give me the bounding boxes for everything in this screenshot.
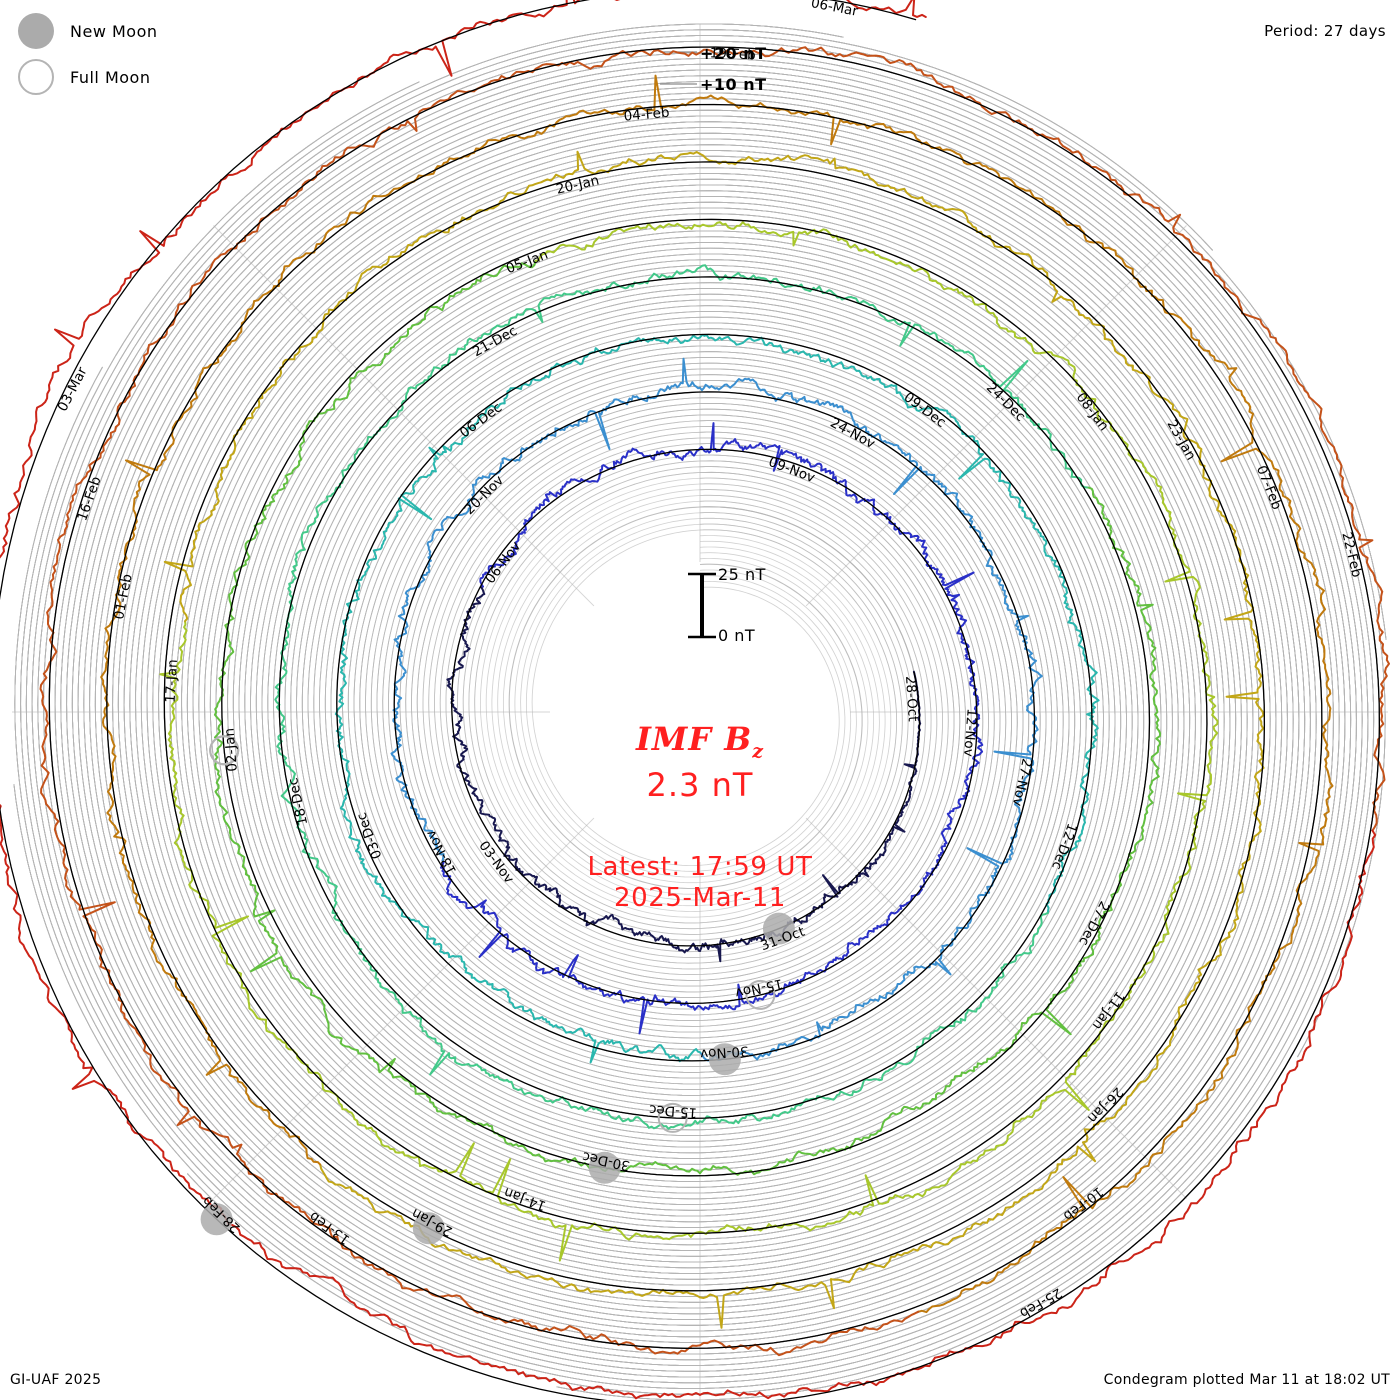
date-label-group: 20-Nov (461, 473, 507, 519)
radial-tick-leaders (660, 51, 697, 85)
radial-gridlines (12, 24, 1388, 1400)
latest-readout: Latest: 17:59 UT 2025-Mar-11 (0, 852, 1400, 913)
date-label-group: 12-Nov (960, 708, 980, 757)
date-label: 17-Jan (163, 659, 181, 703)
date-label-group: 11-Jan (1089, 988, 1128, 1033)
date-label: 12-Nov (960, 708, 980, 757)
new-moon-marker (708, 1043, 741, 1076)
radial-tick-plus20: +20 nT (700, 44, 767, 63)
new-moon-marker (412, 1212, 445, 1245)
date-label-group: 02-Jan (221, 727, 240, 772)
date-label: 03-Mar (55, 364, 91, 414)
imf-quantity-name: IMF B (635, 720, 753, 758)
scalebar-label-bottom: 0 nT (718, 626, 756, 645)
full-moon-icon (18, 59, 54, 95)
plotted-timestamp: Condegram plotted Mar 11 at 18:02 UT (1103, 1372, 1390, 1388)
date-label: 04-Feb (623, 105, 670, 125)
date-label-group: 06-Mar (810, 0, 860, 20)
new-moon-icon (18, 13, 54, 49)
imf-quantity-title: IMF Bz (0, 720, 1400, 762)
date-label-group: 04-Feb (623, 105, 670, 125)
date-label-group: 28-Oct (902, 675, 921, 722)
date-label: 20-Nov (461, 473, 507, 519)
date-label: 06-Mar (810, 0, 860, 20)
date-label: 15-Dec (649, 1101, 698, 1120)
date-label: 19-Feb (709, 45, 756, 63)
full-moon-marker (657, 1102, 688, 1133)
latest-date: 2025-Mar-11 (613, 883, 786, 914)
date-label: 13-Feb (306, 1208, 353, 1248)
center-annotation: IMF Bz 2.3 nT Latest: 17:59 UT 2025-Mar-… (0, 720, 1400, 914)
date-label-group: 22-Feb (1338, 531, 1364, 579)
new-moon-marker (200, 1203, 233, 1236)
scale-bar (688, 572, 716, 639)
radial-tick-plus10: +10 nT (700, 75, 767, 94)
date-label: 30-Nov (700, 1043, 749, 1062)
moon-markers (200, 735, 795, 1245)
date-label: 22-Feb (1338, 531, 1364, 579)
full-moon-marker (745, 979, 776, 1010)
date-label: 28-Oct (902, 675, 921, 722)
new-moon-marker (588, 1151, 621, 1184)
date-label-group: 19-Feb (709, 45, 756, 63)
date-label-group: 01-Feb (111, 573, 136, 621)
period-note: Period: 27 days (1264, 22, 1386, 40)
date-label-group: 15-Dec (649, 1101, 698, 1120)
full-moon-marker (209, 735, 240, 766)
date-label: 11-Jan (1089, 988, 1128, 1033)
credit-text: GI-UAF 2025 (10, 1372, 102, 1388)
date-label: 02-Jan (221, 727, 240, 772)
latest-time: Latest: 17:59 UT (587, 852, 813, 883)
new-moon-marker (762, 912, 795, 945)
imf-current-value: 2.3 nT (646, 766, 754, 805)
date-label: 01-Feb (111, 573, 136, 621)
legend-item-new-moon: New Moon (18, 8, 158, 54)
date-label-group: 25-Feb (1017, 1284, 1065, 1321)
moon-phase-legend: New Moon Full Moon (18, 8, 158, 100)
date-label-group: 13-Feb (306, 1208, 353, 1248)
date-label-group: 03-Mar (55, 364, 91, 414)
date-label: 25-Feb (1017, 1284, 1065, 1321)
legend-label-full-moon: Full Moon (70, 67, 151, 87)
imf-quantity-subscript: z (752, 740, 765, 763)
legend-item-full-moon: Full Moon (18, 54, 158, 100)
scalebar-label-top: 25 nT (718, 565, 766, 584)
date-label-group: 30-Nov (700, 1043, 749, 1062)
legend-label-new-moon: New Moon (70, 21, 158, 41)
date-label-group: 17-Jan (163, 659, 181, 703)
